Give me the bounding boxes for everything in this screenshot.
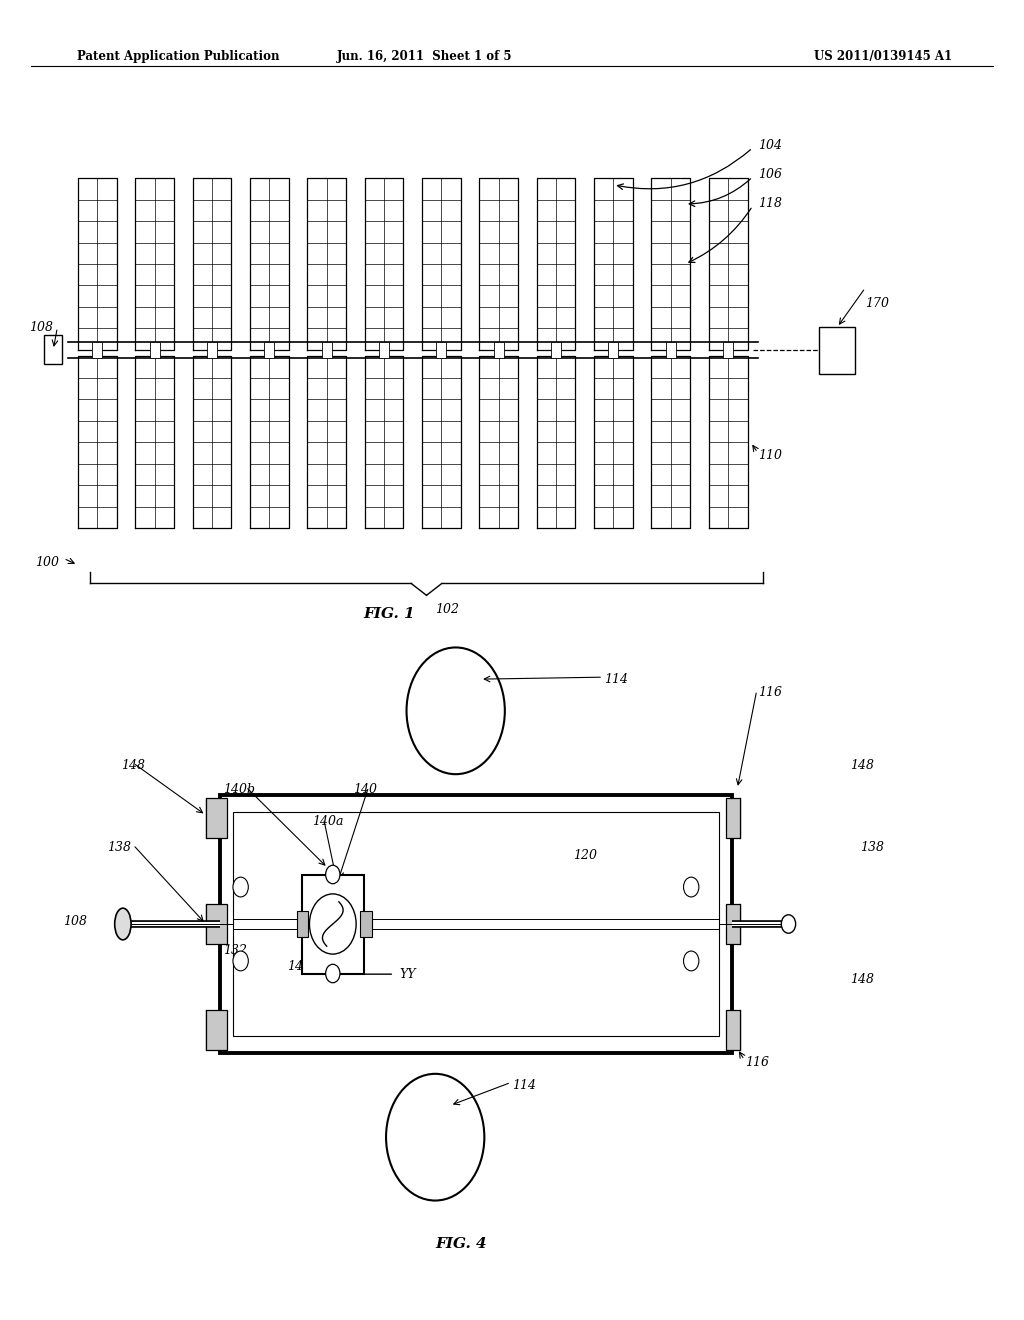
Text: 108: 108 [63,915,87,928]
Text: 114: 114 [512,1078,536,1092]
Bar [206,1011,227,1051]
Bar [726,797,740,838]
Text: 140b: 140b [223,783,255,796]
Text: 140c: 140c [323,896,353,909]
Text: FIG. 1: FIG. 1 [364,607,415,622]
Circle shape [233,876,249,898]
Bar [494,342,504,358]
Text: 138: 138 [860,841,884,854]
Circle shape [781,915,796,933]
Text: 148: 148 [850,759,873,772]
Circle shape [233,950,249,972]
Ellipse shape [115,908,131,940]
Text: 106: 106 [758,168,781,181]
Text: YY: YY [399,968,416,981]
Text: 132: 132 [223,944,247,957]
Bar [608,342,618,358]
Circle shape [309,894,356,954]
Text: Patent Application Publication: Patent Application Publication [77,50,280,63]
Text: 104: 104 [758,139,781,152]
Bar [551,342,561,358]
Bar [206,797,227,838]
Bar [233,813,719,1035]
Bar [264,342,274,358]
Bar [666,342,676,358]
Text: 140: 140 [353,783,377,796]
Bar [360,911,372,937]
Bar [322,342,332,358]
Bar [297,911,308,937]
Circle shape [326,866,340,884]
Circle shape [386,1074,484,1201]
Text: 102: 102 [434,603,459,616]
Bar [302,874,364,974]
Text: Jun. 16, 2011  Sheet 1 of 5: Jun. 16, 2011 Sheet 1 of 5 [337,50,513,63]
Bar [220,795,732,1053]
Bar [723,342,733,358]
Text: 148: 148 [850,973,873,986]
Text: 148: 148 [121,759,144,772]
Bar [436,342,446,358]
Text: 170: 170 [865,297,889,310]
Circle shape [684,876,698,898]
Text: 114: 114 [604,673,628,686]
Text: 138: 138 [108,841,131,854]
Circle shape [684,950,698,972]
Bar [726,1011,740,1051]
Bar [819,327,855,374]
Text: 100: 100 [36,556,59,569]
Text: 110: 110 [758,449,781,462]
Circle shape [326,964,340,982]
Text: 140b: 140b [287,960,318,973]
Text: 140a: 140a [312,814,344,828]
Circle shape [407,648,505,774]
Bar [44,335,62,364]
Bar [379,342,389,358]
Text: 116: 116 [745,1056,769,1069]
Bar [92,342,102,358]
Bar [207,342,217,358]
Text: 120: 120 [573,849,597,862]
Text: 108: 108 [30,321,53,334]
Bar [726,904,740,944]
Bar [206,904,227,944]
Text: US 2011/0139145 A1: US 2011/0139145 A1 [814,50,952,63]
Text: 116: 116 [758,686,781,700]
Bar [150,342,160,358]
Text: FIG. 4: FIG. 4 [435,1237,486,1251]
Text: 118: 118 [758,197,781,210]
